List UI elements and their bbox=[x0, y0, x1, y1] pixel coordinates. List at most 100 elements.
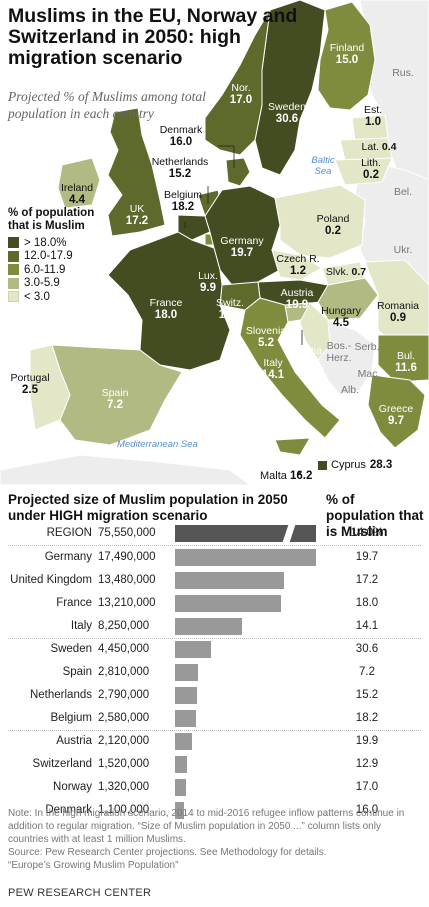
label-estonia-name: Est. bbox=[363, 104, 383, 116]
row-name: France bbox=[56, 597, 92, 609]
legend-item: 3.0-5.9 bbox=[8, 277, 118, 291]
population-bar bbox=[175, 525, 316, 542]
legend-item: < 3.0 bbox=[8, 290, 118, 304]
legend-label: < 3.0 bbox=[24, 290, 50, 303]
row-name: Netherlands bbox=[29, 689, 92, 701]
row-pct: 19.9 bbox=[355, 735, 379, 747]
legend-label: 12.0-17.9 bbox=[24, 250, 73, 263]
label-germany-name: Germany bbox=[220, 235, 264, 247]
row-count: 4,450,000 bbox=[98, 643, 150, 655]
page-subtitle: Projected % of Muslims among total popul… bbox=[8, 89, 206, 121]
row-name: Belgium bbox=[50, 712, 92, 724]
cyprus-swatch bbox=[318, 460, 327, 470]
note-text: Note: In the high migration scenario, 20… bbox=[8, 808, 405, 845]
label-sweden-value: 30.6 bbox=[275, 113, 299, 125]
row-name: Austria bbox=[56, 735, 92, 747]
country-greece bbox=[367, 374, 426, 449]
population-bar bbox=[175, 641, 211, 658]
population-bar bbox=[175, 549, 316, 566]
map bbox=[0, 0, 429, 485]
label-malta-value: 16.2 bbox=[289, 470, 313, 482]
row-separator bbox=[8, 638, 421, 639]
label-italy-name: Italy bbox=[263, 357, 283, 369]
label-finland: Finland 15.0 bbox=[330, 42, 364, 67]
label-ireland-value: 4.4 bbox=[68, 194, 85, 206]
label-hungary-name: Hungary bbox=[321, 305, 361, 317]
row-pct: 18.2 bbox=[355, 712, 379, 724]
label-bulgaria-value: 11.6 bbox=[395, 362, 417, 374]
row-name: Spain bbox=[62, 666, 92, 678]
country-hungary bbox=[317, 277, 379, 321]
legend-item: 12.0-17.9 bbox=[8, 250, 118, 264]
label-germany-value: 19.7 bbox=[230, 247, 254, 259]
label-portugal-value: 2.5 bbox=[21, 384, 38, 396]
table-row: Italy 8,250,000 14.1 bbox=[0, 615, 429, 638]
row-pct: 17.2 bbox=[355, 574, 379, 586]
country-france bbox=[107, 231, 231, 371]
label-luxembourg-value: 9.9 bbox=[199, 282, 216, 294]
table-row: Austria 2,120,000 19.9 bbox=[0, 730, 429, 753]
page-title: Muslims in the EU, Norway and Switzerlan… bbox=[8, 5, 298, 69]
label-greece-value: 9.7 bbox=[388, 415, 404, 427]
population-bar bbox=[175, 572, 284, 589]
table-row: Belgium 2,580,000 18.2 bbox=[0, 707, 429, 730]
label-hungary-value: 4.5 bbox=[332, 317, 349, 329]
legend-label: 6.0-11.9 bbox=[24, 263, 66, 276]
country-finland bbox=[317, 1, 376, 111]
label-estonia: Est. 1.0 bbox=[364, 104, 382, 129]
label-greece-name: Greece bbox=[378, 403, 414, 415]
label-uk: UK 17.2 bbox=[126, 203, 148, 228]
label-luxembourg-name: Lux. bbox=[198, 270, 218, 282]
label-romania-name: Romania bbox=[376, 300, 420, 312]
label-latvia-value: 0.4 bbox=[381, 141, 397, 153]
row-count: 8,250,000 bbox=[98, 620, 150, 632]
label-estonia-value: 1.0 bbox=[365, 116, 381, 128]
legend-item: > 18.0% bbox=[8, 236, 118, 250]
label-czech: Czech R. 1.2 bbox=[276, 253, 319, 278]
label-austria: Austria 19.9 bbox=[281, 287, 314, 312]
row-count: 2,810,000 bbox=[98, 666, 150, 678]
row-count: 75,550,000 bbox=[98, 527, 156, 539]
row-pct: 14.0% bbox=[350, 527, 384, 539]
label-belgium-name: Belgium bbox=[164, 189, 202, 201]
row-pct: 7.2 bbox=[359, 666, 375, 678]
label-austria-name: Austria bbox=[280, 287, 314, 299]
country-lithuania bbox=[334, 157, 393, 186]
label-spain: Spain 7.2 bbox=[102, 387, 129, 412]
label-lithuania: Lith. 0.2 bbox=[361, 157, 381, 182]
row-pct: 19.7 bbox=[355, 551, 379, 563]
label-belgium: Belgium 18.2 bbox=[164, 189, 202, 214]
label-uk-value: 17.2 bbox=[125, 215, 149, 227]
label-czech-value: 1.2 bbox=[290, 265, 306, 277]
label-poland-value: 0.2 bbox=[324, 225, 341, 237]
label-switzerland-value: 12.9 bbox=[218, 309, 242, 321]
label-slovenia-name: Slovenia bbox=[245, 325, 287, 337]
label-spain-name: Spain bbox=[101, 387, 129, 399]
table-row-region: REGION 75,550,000 14.0% bbox=[0, 522, 429, 545]
row-count: 1,100,000 bbox=[98, 804, 150, 816]
legend-swatch bbox=[8, 237, 19, 249]
row-pct: 30.6 bbox=[355, 643, 379, 655]
label-latvia: Lat. 0.4 bbox=[361, 141, 396, 153]
label-slovenia-value: 5.2 bbox=[258, 337, 274, 349]
country-ireland bbox=[57, 157, 101, 209]
row-pct: 14.1 bbox=[355, 620, 379, 632]
row-count: 2,790,000 bbox=[98, 689, 150, 701]
label-portugal: Portugal 2.5 bbox=[10, 372, 49, 397]
label-lithuania-value: 0.2 bbox=[362, 169, 379, 181]
label-belgium-value: 18.2 bbox=[171, 201, 195, 213]
country-italy bbox=[239, 297, 341, 439]
population-bar bbox=[175, 618, 242, 635]
table-row: Switzerland 1,520,000 12.9 bbox=[0, 753, 429, 776]
row-pct: 18.0 bbox=[355, 597, 379, 609]
row-separator bbox=[8, 545, 421, 546]
legend-swatch bbox=[8, 250, 19, 262]
label-italy-value: 14.1 bbox=[261, 369, 285, 381]
label-sweden-name: Sweden bbox=[268, 101, 306, 113]
label-hungary: Hungary 4.5 bbox=[321, 305, 361, 330]
table-row: Netherlands 2,790,000 15.2 bbox=[0, 684, 429, 707]
row-name: REGION bbox=[46, 527, 92, 539]
country-denmark bbox=[225, 157, 251, 187]
population-bar bbox=[175, 802, 184, 819]
label-croatia-name: Croatia bbox=[288, 345, 322, 357]
